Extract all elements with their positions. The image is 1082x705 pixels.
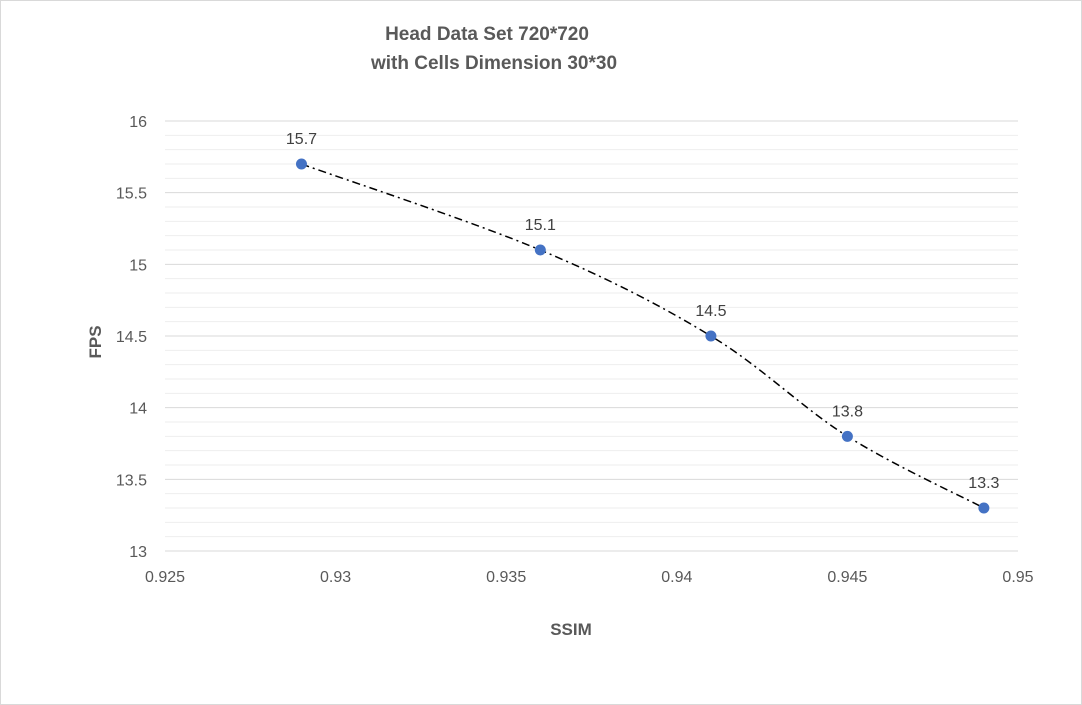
x-tick-label: 0.95 xyxy=(1002,569,1033,586)
y-axis-label: FPS xyxy=(86,325,105,358)
y-tick-label: 13 xyxy=(129,544,147,561)
x-tick-label: 0.945 xyxy=(827,569,867,586)
data-point xyxy=(295,158,307,170)
x-tick-label: 0.94 xyxy=(661,569,692,586)
data-label: 15.7 xyxy=(286,131,317,148)
data-label: 13.8 xyxy=(832,403,863,420)
data-point xyxy=(978,502,990,514)
chart-title-line-2: with Cells Dimension 30*30 xyxy=(370,53,617,74)
data-label: 13.3 xyxy=(968,475,999,492)
x-axis-label: SSIM xyxy=(550,620,592,639)
x-tick-label: 0.925 xyxy=(145,569,185,586)
series xyxy=(295,158,990,514)
y-tick-label: 15 xyxy=(129,257,147,274)
data-point xyxy=(841,430,853,442)
data-label: 15.1 xyxy=(525,217,556,234)
x-tick-label: 0.93 xyxy=(320,569,351,586)
y-tick-label: 13.5 xyxy=(116,472,147,489)
grid xyxy=(165,120,1018,552)
series-trend-line xyxy=(301,163,985,509)
y-tick-label: 16 xyxy=(129,114,147,131)
x-tick-label: 0.935 xyxy=(486,569,526,586)
chart-title-line-1: Head Data Set 720*720 xyxy=(385,24,589,45)
data-point xyxy=(534,244,546,256)
y-tick-label: 14 xyxy=(129,401,147,418)
data-labels: 15.7 15.1 14.5 13.8 13.3 xyxy=(286,131,1000,492)
data-point xyxy=(705,330,717,342)
data-label: 14.5 xyxy=(695,303,726,320)
y-tick-label: 15.5 xyxy=(116,186,147,203)
y-tick-label: 14.5 xyxy=(116,329,147,346)
y-tick-labels: 13 13.5 14 14.5 15 15.5 16 xyxy=(116,114,147,561)
x-tick-labels: 0.925 0.93 0.935 0.94 0.945 0.95 xyxy=(145,569,1034,586)
